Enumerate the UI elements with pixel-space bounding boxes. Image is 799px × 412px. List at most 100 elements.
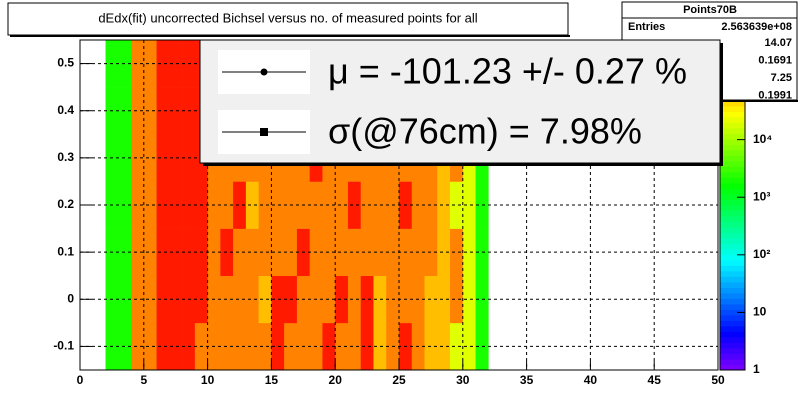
- heat-cell: [131, 87, 145, 135]
- palette-swatch: [720, 254, 745, 261]
- heat-cell: [450, 275, 464, 324]
- heat-cell: [156, 275, 170, 324]
- heat-cell: [131, 134, 145, 182]
- palette-swatch: [720, 287, 745, 294]
- palette-swatch: [720, 221, 745, 228]
- heat-cell: [143, 228, 157, 277]
- heat-cell: [360, 181, 374, 229]
- palette-swatch: [720, 216, 745, 222]
- palette-swatch: [720, 161, 745, 167]
- palette-swatch: [720, 260, 745, 266]
- y-tick-label: 0: [67, 291, 74, 305]
- palette-swatch: [720, 144, 745, 151]
- stats-title: Points70B: [683, 4, 737, 16]
- palette-swatch: [720, 243, 745, 250]
- heat-cell: [347, 228, 362, 277]
- z-tick-label: 10²: [753, 247, 770, 261]
- z-tick-label: 1: [753, 362, 760, 376]
- y-tick-label: 0.2: [57, 197, 74, 211]
- palette-swatch: [720, 342, 745, 349]
- palette-swatch: [720, 348, 745, 354]
- palette-swatch: [720, 359, 745, 365]
- palette-swatch: [720, 304, 745, 310]
- heat-cell: [360, 228, 374, 277]
- x-tick-label: 30: [456, 373, 470, 387]
- palette-swatch: [720, 177, 745, 184]
- heat-cell: [258, 228, 272, 277]
- heat-cell: [156, 228, 170, 277]
- y-tick-label: 0.5: [57, 56, 74, 70]
- heat-cell: [245, 181, 259, 229]
- x-tick-label: 40: [584, 373, 598, 387]
- palette-swatch: [720, 111, 745, 118]
- heat-cell: [143, 275, 157, 324]
- palette-swatch: [720, 133, 745, 140]
- palette-swatch: [720, 238, 745, 244]
- heat-cell: [131, 40, 145, 88]
- heat-cell: [169, 322, 183, 371]
- palette-swatch: [720, 320, 745, 327]
- heat-cell: [462, 228, 476, 277]
- heat-cell: [143, 181, 157, 229]
- palette-swatch: [720, 172, 745, 178]
- palette-swatch: [720, 326, 745, 332]
- x-tick-label: 50: [711, 373, 725, 387]
- heat-cell: [450, 181, 464, 229]
- y-tick-label: -0.1: [53, 339, 74, 353]
- x-tick-label: 15: [265, 373, 279, 387]
- heat-cell: [437, 181, 451, 229]
- heat-cell: [245, 228, 259, 277]
- palette-swatch: [720, 271, 745, 277]
- heat-cell: [462, 322, 476, 371]
- heat-cell: [360, 322, 374, 371]
- heat-cell: [169, 181, 183, 229]
- stats-value: 0.1991: [758, 89, 792, 101]
- x-tick-label: 25: [392, 373, 406, 387]
- heat-cell: [271, 322, 285, 371]
- heat-cell: [335, 228, 349, 277]
- heat-cell: [169, 275, 183, 324]
- heat-cell: [424, 322, 438, 371]
- palette-swatch: [720, 282, 745, 288]
- chart-title: dEdx(fit) uncorrected Bichsel versus no.…: [98, 10, 477, 25]
- heat-cell: [437, 228, 451, 277]
- heat-cell: [271, 228, 285, 277]
- palette-swatch: [720, 166, 745, 173]
- heat-cell: [156, 40, 170, 88]
- palette-swatch: [720, 232, 745, 239]
- palette-swatch: [720, 155, 745, 162]
- palette-swatch: [720, 293, 745, 299]
- stats-value: 14.07: [764, 37, 792, 49]
- heat-cell: [335, 322, 349, 371]
- palette-swatch: [720, 276, 745, 283]
- z-tick-label: 10⁴: [753, 132, 772, 146]
- stats-value: 7.25: [771, 72, 792, 84]
- palette-swatch: [720, 337, 745, 343]
- palette-swatch: [720, 199, 745, 206]
- heat-cell: [462, 275, 476, 324]
- palette-swatch: [720, 205, 745, 211]
- legend-marker: [260, 128, 268, 136]
- heat-cell: [233, 228, 247, 277]
- palette-swatch: [720, 100, 745, 107]
- heat-cell: [450, 228, 464, 277]
- heat-cell: [131, 181, 145, 229]
- heat-cell: [347, 275, 362, 324]
- heat-cell: [437, 322, 451, 371]
- heat-cell: [258, 322, 272, 371]
- legend-marker: [260, 68, 268, 76]
- palette-swatch: [720, 188, 745, 195]
- heat-cell: [245, 275, 259, 324]
- title-box: [7, 2, 569, 36]
- heat-cell: [258, 275, 272, 324]
- x-tick-label: 20: [329, 373, 343, 387]
- palette-swatch: [720, 364, 745, 371]
- palette-swatch: [720, 331, 745, 338]
- stats-value: 0.1691: [758, 54, 792, 66]
- palette-swatch: [720, 315, 745, 321]
- heat-cell: [437, 275, 451, 324]
- stats-value: 2.563639e+08: [721, 21, 792, 33]
- palette-swatch: [720, 353, 745, 360]
- heat-cell: [424, 181, 438, 229]
- y-tick-label: 0.3: [57, 150, 74, 164]
